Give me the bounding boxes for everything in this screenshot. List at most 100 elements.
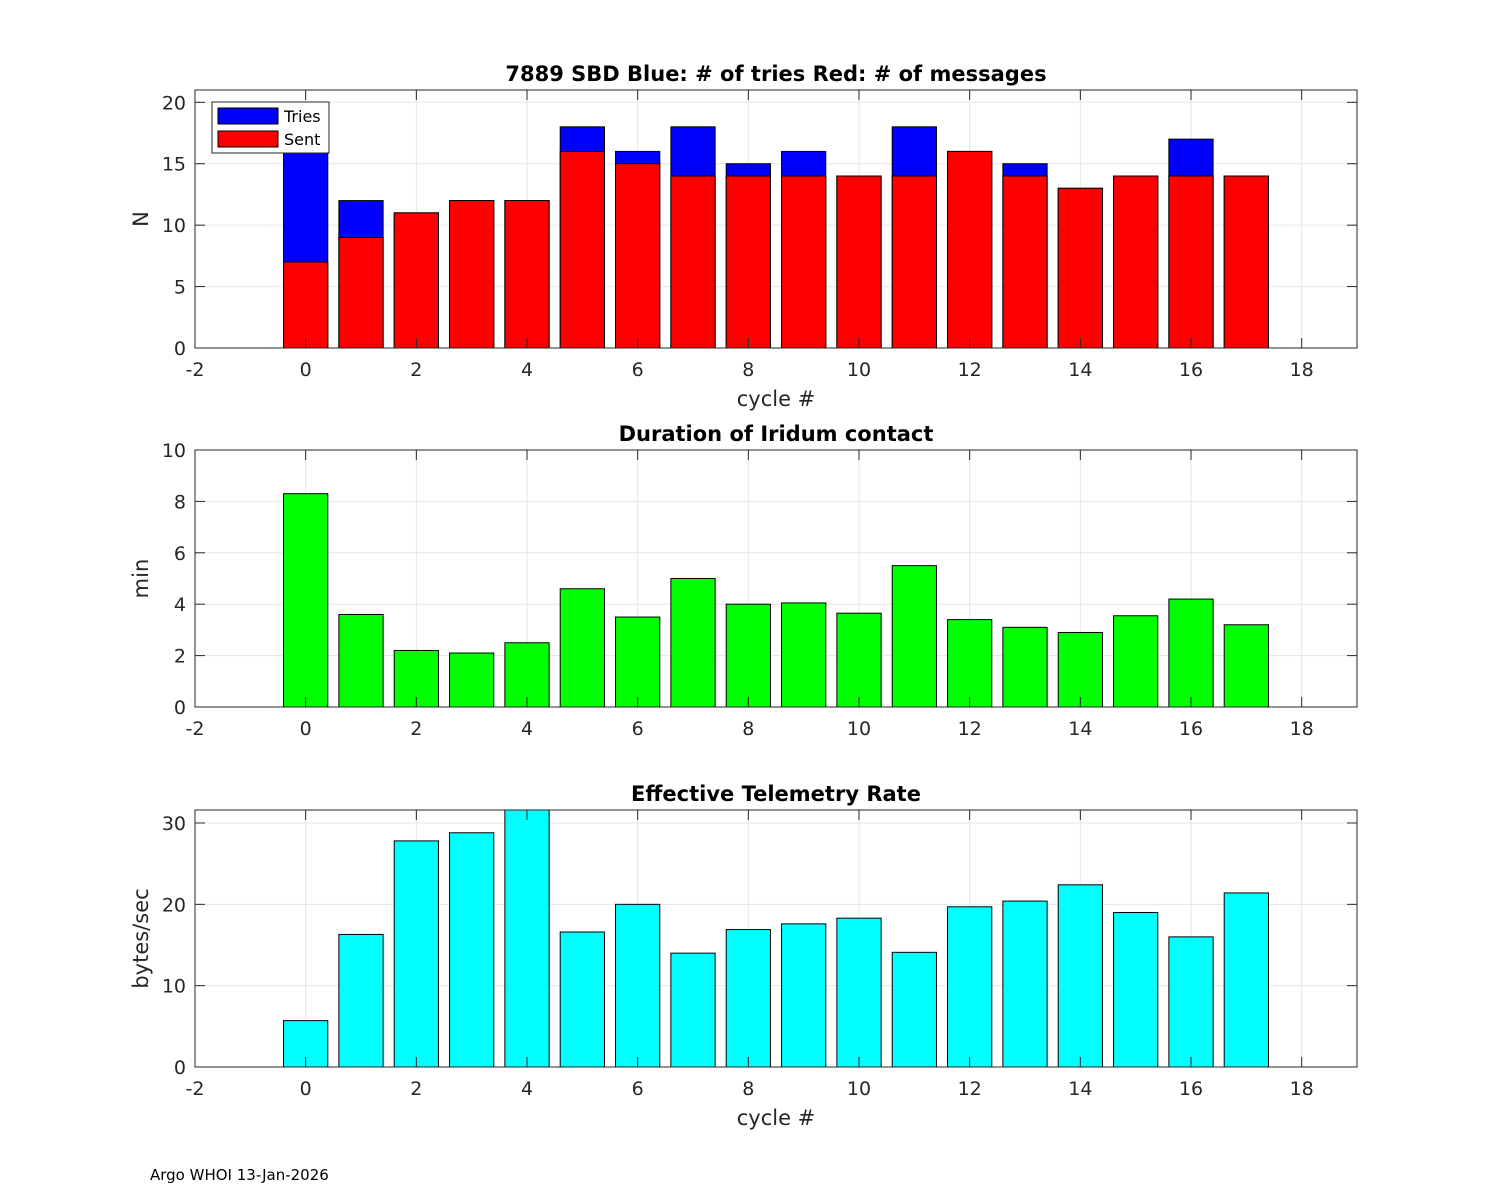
panel3-bar-rate-15: [1113, 911, 1159, 1068]
panel1-bar-sent-8: [725, 175, 771, 349]
panel1-bar-sent-1: [338, 236, 384, 349]
panel2-ytick-label: 8: [174, 491, 186, 513]
panel1-xtick-label: 12: [958, 359, 982, 381]
panel2-bar-duration-17: [1223, 624, 1269, 708]
panel2-ylabel: min: [129, 559, 153, 599]
panel3-ylabel: bytes/sec: [129, 888, 153, 988]
panel3-bar-rate-13: [1002, 900, 1048, 1068]
panel2-xtick-label: 10: [847, 718, 871, 740]
panel3-axes-background: [195, 810, 1357, 1067]
panel1-xtick-label: -2: [186, 359, 205, 381]
panel3-bar-rate-16: [1168, 936, 1214, 1068]
panel1-bar-sent-3: [449, 200, 495, 349]
panel2-xtick-label: 8: [742, 718, 754, 740]
panel2-axes-background: [195, 450, 1357, 707]
panel2-ytick-label: 10: [162, 440, 186, 462]
panel2-ytick-label: 4: [174, 594, 186, 616]
panel3-ytick-label: 10: [162, 976, 186, 998]
panel1-xtick-label: 10: [847, 359, 871, 381]
panel2-xtick-label: 14: [1068, 718, 1092, 740]
panel1-bar-sent-13: [1002, 175, 1048, 349]
panel2-ytick-label: 2: [174, 646, 186, 668]
panel3-bar-rate-3: [449, 832, 495, 1068]
panel2-xtick-label: 0: [300, 718, 312, 740]
panel3-bar-rate-2: [393, 840, 439, 1068]
panel2-bar-duration-7: [670, 578, 716, 708]
panel3-xtick-label: 4: [521, 1078, 533, 1100]
panel1-bar-sent-7: [670, 175, 716, 349]
panel1-ytick-label: 15: [162, 154, 186, 176]
panel3-bar-rate-4: [504, 809, 550, 1068]
panel2-bar-duration-0: [283, 493, 329, 708]
panel3-bar-rate-7: [670, 952, 716, 1068]
panel1-xtick-label: 18: [1290, 359, 1314, 381]
panel1-ytick-label: 20: [162, 92, 186, 114]
panel1-xtick-label: 0: [300, 359, 312, 381]
panel1-bar-sent-17: [1223, 175, 1269, 349]
panel1-legend-label-sent: Sent: [284, 130, 320, 149]
panel2-xtick-label: 12: [958, 718, 982, 740]
panel3-bar-rate-8: [725, 929, 771, 1068]
panel3-xtick-label: 10: [847, 1078, 871, 1100]
panel1-ytick-label: 5: [174, 277, 186, 299]
panel3-bar-rate-12: [947, 906, 993, 1068]
panel1-bar-sent-14: [1057, 187, 1103, 349]
panel2-xtick-label: 4: [521, 718, 533, 740]
panel2-bar-duration-12: [947, 619, 993, 708]
panel3-bar-rate-10: [836, 917, 882, 1068]
panel1-legend-swatch-sent: [217, 130, 279, 148]
panel1-xtick-label: 14: [1068, 359, 1092, 381]
panel3-xtick-label: 0: [300, 1078, 312, 1100]
panel1-bar-sent-6: [615, 163, 661, 349]
panel1-xtick-label: 2: [410, 359, 422, 381]
panel1-xlabel: cycle #: [737, 387, 816, 411]
panel1-xtick-label: 16: [1179, 359, 1203, 381]
panel1-legend-swatch-tries: [217, 107, 279, 125]
panel2-axes-box: [194, 449, 1358, 708]
panel3-bar-rate-14: [1057, 884, 1103, 1068]
panel1-bar-sent-12: [947, 150, 993, 349]
panel2-ytick-label: 0: [174, 697, 186, 719]
panel3-xtick-label: 6: [632, 1078, 644, 1100]
panel3-title: Effective Telemetry Rate: [631, 782, 921, 806]
panel2-bar-duration-16: [1168, 598, 1214, 708]
panel2-bar-duration-8: [725, 603, 771, 708]
panel2-ytick-label: 6: [174, 543, 186, 565]
panel1-bar-sent-4: [504, 200, 550, 349]
panel2-bar-duration-11: [891, 565, 937, 708]
panel2-bar-duration-14: [1057, 631, 1103, 708]
panel3-ytick-label: 0: [174, 1057, 186, 1079]
panel2-xtick-label: 18: [1290, 718, 1314, 740]
panel1-ylabel: N: [129, 211, 153, 227]
panel1-axes-background: [195, 90, 1357, 348]
panel3-xtick-label: -2: [186, 1078, 205, 1100]
panel2-bar-duration-10: [836, 612, 882, 708]
panel1-bar-sent-15: [1113, 175, 1159, 349]
panel2-bar-duration-6: [615, 616, 661, 708]
panel1-bar-sent-11: [891, 175, 937, 349]
panel3-xtick-label: 16: [1179, 1078, 1203, 1100]
panel1-xtick-label: 8: [742, 359, 754, 381]
panel3-bar-rate-11: [891, 951, 937, 1068]
panel2-bar-duration-5: [559, 588, 605, 708]
panel3-ytick-label: 20: [162, 894, 186, 916]
panel1-xtick-label: 4: [521, 359, 533, 381]
panel3-axes-box: [194, 809, 1358, 1068]
panel2-bar-duration-3: [449, 652, 495, 708]
panel3-xtick-label: 18: [1290, 1078, 1314, 1100]
panel1-bar-sent-0: [283, 261, 329, 349]
panel2-xtick-label: 16: [1179, 718, 1203, 740]
panel2-bar-duration-9: [781, 602, 827, 708]
panel3-bar-rate-6: [615, 903, 661, 1068]
panel3-xtick-label: 12: [958, 1078, 982, 1100]
panel2-xtick-label: -2: [186, 718, 205, 740]
panel3-bar-rate-17: [1223, 892, 1269, 1068]
panel3-bar-rate-9: [781, 923, 827, 1068]
panel1-bar-sent-9: [781, 175, 827, 349]
panel2-bar-duration-1: [338, 613, 384, 708]
panel3-xtick-label: 2: [410, 1078, 422, 1100]
panel3-bar-rate-1: [338, 933, 384, 1068]
panel3-xtick-label: 14: [1068, 1078, 1092, 1100]
panel3-xlabel: cycle #: [737, 1106, 816, 1130]
